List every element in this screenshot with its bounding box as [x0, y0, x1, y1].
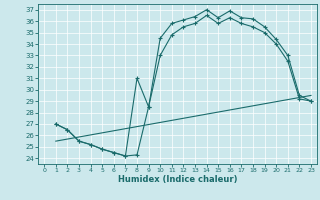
- X-axis label: Humidex (Indice chaleur): Humidex (Indice chaleur): [118, 175, 237, 184]
